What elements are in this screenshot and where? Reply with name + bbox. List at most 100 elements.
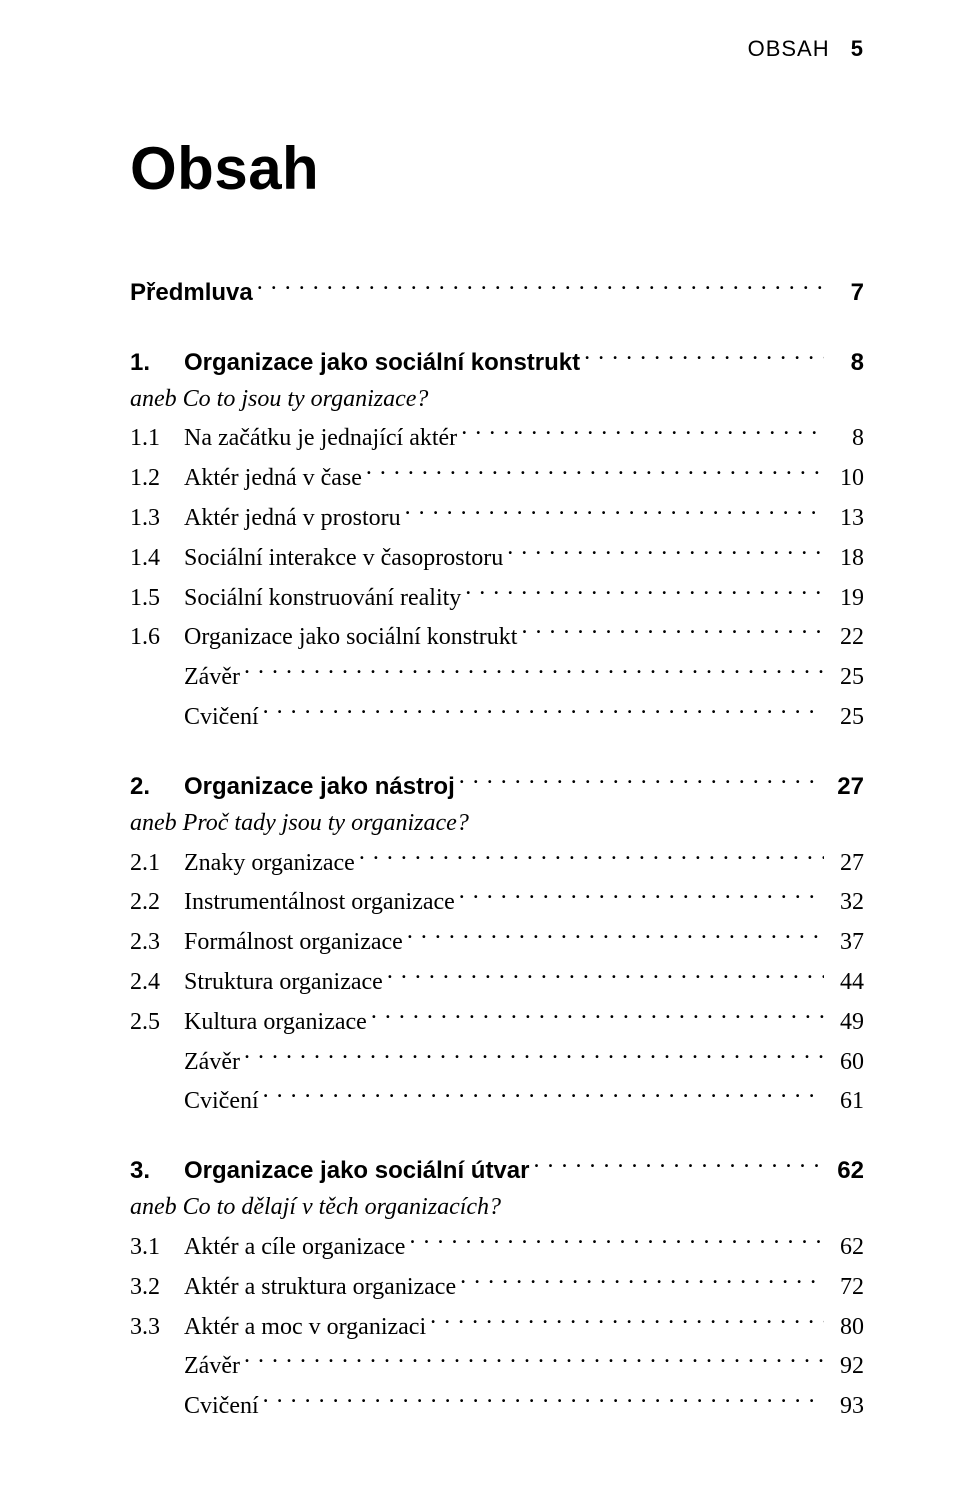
toc-entry-page: 62 xyxy=(828,1229,864,1265)
toc-block: 1.Organizace jako sociální konstrukt8ane… xyxy=(130,341,864,735)
toc-row: 1.2Aktér jedná v čase 10 xyxy=(130,456,864,496)
toc-entry-label: Závěr xyxy=(184,659,240,695)
toc-row: Závěr 25 xyxy=(130,655,864,695)
toc-entry-number: 2.3 xyxy=(130,924,184,960)
toc-leader-dots xyxy=(244,1345,824,1374)
toc-leader-dots xyxy=(430,1305,824,1334)
toc-leader-dots xyxy=(461,417,824,446)
toc-entry-label: Sociální konstruování reality xyxy=(184,580,461,616)
toc-row: Cvičení93 xyxy=(130,1384,864,1424)
toc-entry-page: 92 xyxy=(828,1348,864,1384)
toc-entry-number: 2. xyxy=(130,769,184,805)
toc-entry-number: 1. xyxy=(130,345,184,381)
toc-entry-label: Aktér jedná v čase xyxy=(184,460,362,496)
toc-entry-page: 44 xyxy=(828,964,864,1000)
toc-entry-page: 13 xyxy=(828,500,864,536)
toc-row: Závěr 92 xyxy=(130,1345,864,1385)
toc-row: 3.1Aktér a cíle organizace62 xyxy=(130,1225,864,1265)
toc-entry-label: Aktér a moc v organizaci xyxy=(184,1309,426,1345)
toc-entry-number: 3. xyxy=(130,1153,184,1189)
toc-entry-label: Závěr xyxy=(184,1348,240,1384)
toc-entry-label: Instrumentálnost organizace xyxy=(184,884,455,920)
toc-entry-number: 1.1 xyxy=(130,420,184,456)
toc-entry-page: 32 xyxy=(828,884,864,920)
toc-entry-label: Kultura organizace xyxy=(184,1004,367,1040)
toc-leader-dots xyxy=(387,960,824,989)
toc-row: 1.3Aktér jedná v prostoru13 xyxy=(130,496,864,536)
toc-entry-number: 2.5 xyxy=(130,1004,184,1040)
toc-row: 2.5Kultura organizace 49 xyxy=(130,1000,864,1040)
toc-entry-label: Sociální interakce v časoprostoru xyxy=(184,540,503,576)
toc-entry-number: 1.6 xyxy=(130,619,184,655)
toc-row: 3.3Aktér a moc v organizaci80 xyxy=(130,1305,864,1345)
toc-entry-number: 2.1 xyxy=(130,845,184,881)
toc-entry-number: 1.5 xyxy=(130,580,184,616)
running-head: OBSAH 5 xyxy=(130,36,864,62)
toc-leader-dots xyxy=(405,496,824,525)
toc-entry-page: 25 xyxy=(828,659,864,695)
toc-entry-page: 10 xyxy=(828,460,864,496)
toc-leader-dots xyxy=(371,1000,824,1029)
toc-entry-page: 93 xyxy=(828,1388,864,1424)
running-head-page: 5 xyxy=(851,36,864,61)
toc-row: aneb Proč tady jsou ty organizace? xyxy=(130,805,864,841)
toc-leader-dots xyxy=(521,616,824,645)
toc-entry-number: 3.2 xyxy=(130,1269,184,1305)
toc-row: Cvičení25 xyxy=(130,695,864,735)
toc-row: 1.5Sociální konstruování reality 19 xyxy=(130,576,864,616)
toc-row: 2.Organizace jako nástroj27 xyxy=(130,765,864,805)
toc-entry-page: 27 xyxy=(828,845,864,881)
toc-entry-label: Předmluva xyxy=(130,275,253,311)
toc-entry-label: Aktér a struktura organizace xyxy=(184,1269,456,1305)
toc-block: Předmluva 7 xyxy=(130,271,864,311)
toc-row: 1.6Organizace jako sociální konstrukt 22 xyxy=(130,616,864,656)
toc-entry-label: Organizace jako sociální konstrukt xyxy=(184,345,580,381)
toc-leader-dots xyxy=(459,765,824,794)
toc-entry-page: 60 xyxy=(828,1044,864,1080)
toc-row: 1.4Sociální interakce v časoprostoru18 xyxy=(130,536,864,576)
toc-entry-page: 62 xyxy=(828,1153,864,1189)
toc-entry-label: Cvičení xyxy=(184,699,259,735)
toc-leader-dots xyxy=(366,456,824,485)
toc-leader-dots xyxy=(263,1384,824,1413)
toc-entry-number: 1.4 xyxy=(130,540,184,576)
table-of-contents: Předmluva71.Organizace jako sociální kon… xyxy=(130,271,864,1424)
toc-leader-dots xyxy=(533,1149,824,1178)
toc-entry-page: 8 xyxy=(828,345,864,381)
toc-leader-dots xyxy=(459,881,824,910)
toc-row: 2.1Znaky organizace 27 xyxy=(130,841,864,881)
toc-entry-label: Znaky organizace xyxy=(184,845,355,881)
toc-row: 2.4Struktura organizace44 xyxy=(130,960,864,1000)
toc-row: 2.2Instrumentálnost organizace32 xyxy=(130,881,864,921)
toc-entry-label: Cvičení xyxy=(184,1083,259,1119)
toc-entry-page: 22 xyxy=(828,619,864,655)
running-head-label: OBSAH xyxy=(748,36,830,61)
toc-leader-dots xyxy=(257,271,824,300)
toc-entry-page: 19 xyxy=(828,580,864,616)
toc-entry-label: Organizace jako nástroj xyxy=(184,769,455,805)
toc-entry-label: aneb Co to jsou ty organizace? xyxy=(130,381,428,417)
toc-row: 2.3Formálnost organizace37 xyxy=(130,920,864,960)
toc-entry-label: Organizace jako sociální konstrukt xyxy=(184,619,517,655)
toc-entry-number: 1.3 xyxy=(130,500,184,536)
toc-leader-dots xyxy=(263,1080,824,1109)
toc-entry-number: 1.2 xyxy=(130,460,184,496)
toc-entry-page: 7 xyxy=(828,275,864,311)
toc-entry-page: 80 xyxy=(828,1309,864,1345)
toc-leader-dots xyxy=(409,1225,824,1254)
toc-row: Cvičení61 xyxy=(130,1080,864,1120)
toc-block: 2.Organizace jako nástroj27aneb Proč tad… xyxy=(130,765,864,1119)
toc-leader-dots xyxy=(507,536,824,565)
toc-row: 1.1Na začátku je jednající aktér8 xyxy=(130,417,864,457)
page: OBSAH 5 Obsah Předmluva71.Organizace jak… xyxy=(0,0,960,1494)
toc-leader-dots xyxy=(359,841,824,870)
toc-entry-label: Závěr xyxy=(184,1044,240,1080)
toc-entry-page: 49 xyxy=(828,1004,864,1040)
toc-entry-label: aneb Co to dělají v těch organizacích? xyxy=(130,1189,501,1225)
toc-entry-number: 3.1 xyxy=(130,1229,184,1265)
toc-entry-number: 2.4 xyxy=(130,964,184,1000)
toc-leader-dots xyxy=(244,655,824,684)
toc-entry-page: 72 xyxy=(828,1269,864,1305)
toc-row: Předmluva 7 xyxy=(130,271,864,311)
toc-leader-dots xyxy=(460,1265,824,1294)
